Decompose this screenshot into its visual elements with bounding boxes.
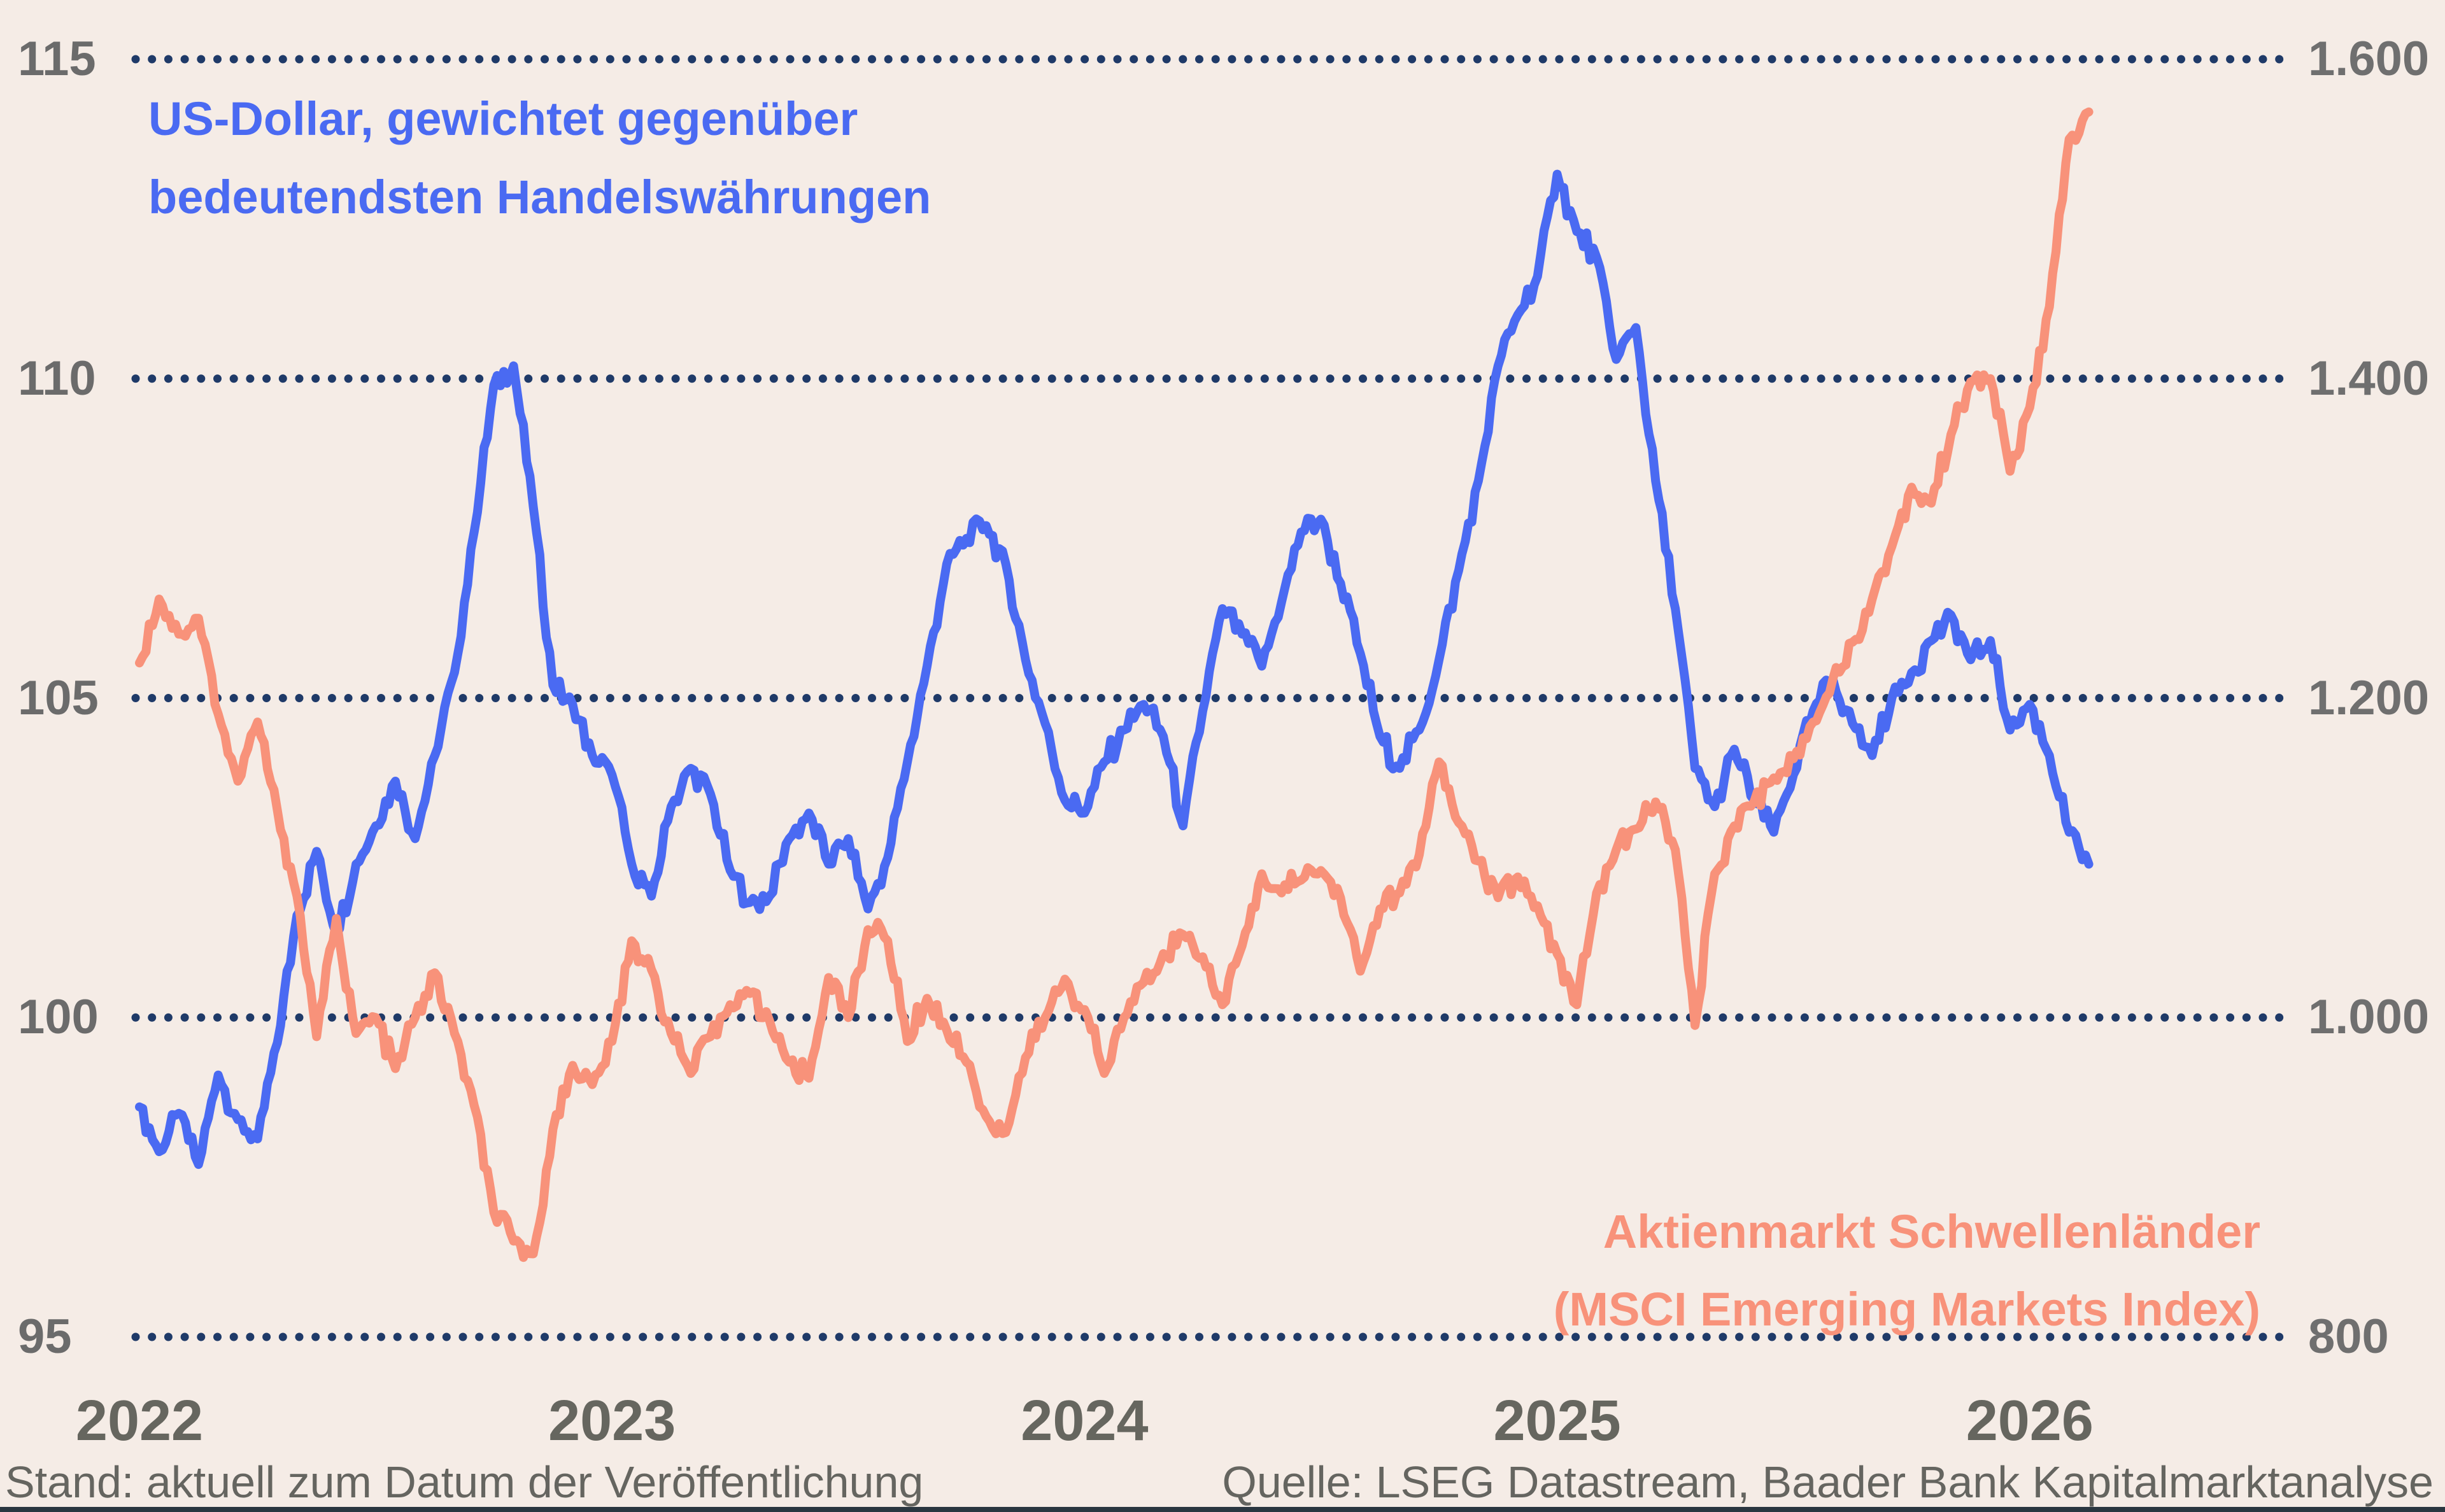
footer-stand-note: Stand: aktuell zum Datum der Veröffentli… bbox=[5, 1457, 924, 1507]
x-axis-year-label: 2024 bbox=[1021, 1389, 1149, 1453]
usd-index-line bbox=[135, 169, 2094, 1169]
axis-right-tick: 1.600 bbox=[2308, 32, 2430, 86]
axis-left-tick: 115 bbox=[18, 32, 96, 86]
axis-right-tick: 1.400 bbox=[2308, 351, 2430, 406]
msci-em-line bbox=[135, 107, 2094, 1262]
axis-left-tick: 100 bbox=[18, 990, 99, 1045]
legend-usd-line1: US-Dollar, gewichtet gegenüber bbox=[148, 92, 858, 145]
x-axis-year-label: 2025 bbox=[1493, 1389, 1621, 1453]
legend-em: Aktienmarkt Schwellenländer (MSCI Emergi… bbox=[1554, 1208, 2260, 1333]
axis-left-tick: 110 bbox=[18, 351, 96, 406]
legend-usd: US-Dollar, gewichtet gegenüber bedeutend… bbox=[148, 95, 931, 221]
axis-left-tick: 95 bbox=[18, 1310, 72, 1364]
axis-right-tick: 1.200 bbox=[2308, 670, 2430, 725]
legend-em-line2: (MSCI Emerging Markets Index) bbox=[1553, 1283, 2260, 1336]
bottom-rule bbox=[0, 1507, 2445, 1512]
x-axis-year-label: 2023 bbox=[548, 1389, 676, 1453]
footer-source-note: Quelle: LSEG Datastream, Baader Bank Kap… bbox=[1222, 1457, 2434, 1507]
axis-right-tick: 1.000 bbox=[2308, 990, 2430, 1045]
legend-usd-line2: bedeutendsten Handelswährungen bbox=[148, 171, 932, 223]
x-axis-year-label: 2026 bbox=[1966, 1389, 2094, 1453]
axis-right-tick: 800 bbox=[2308, 1310, 2389, 1364]
x-axis-year-label: 2022 bbox=[75, 1389, 204, 1453]
axis-left-tick: 105 bbox=[18, 670, 99, 725]
legend-em-line1: Aktienmarkt Schwellenländer bbox=[1603, 1205, 2260, 1258]
